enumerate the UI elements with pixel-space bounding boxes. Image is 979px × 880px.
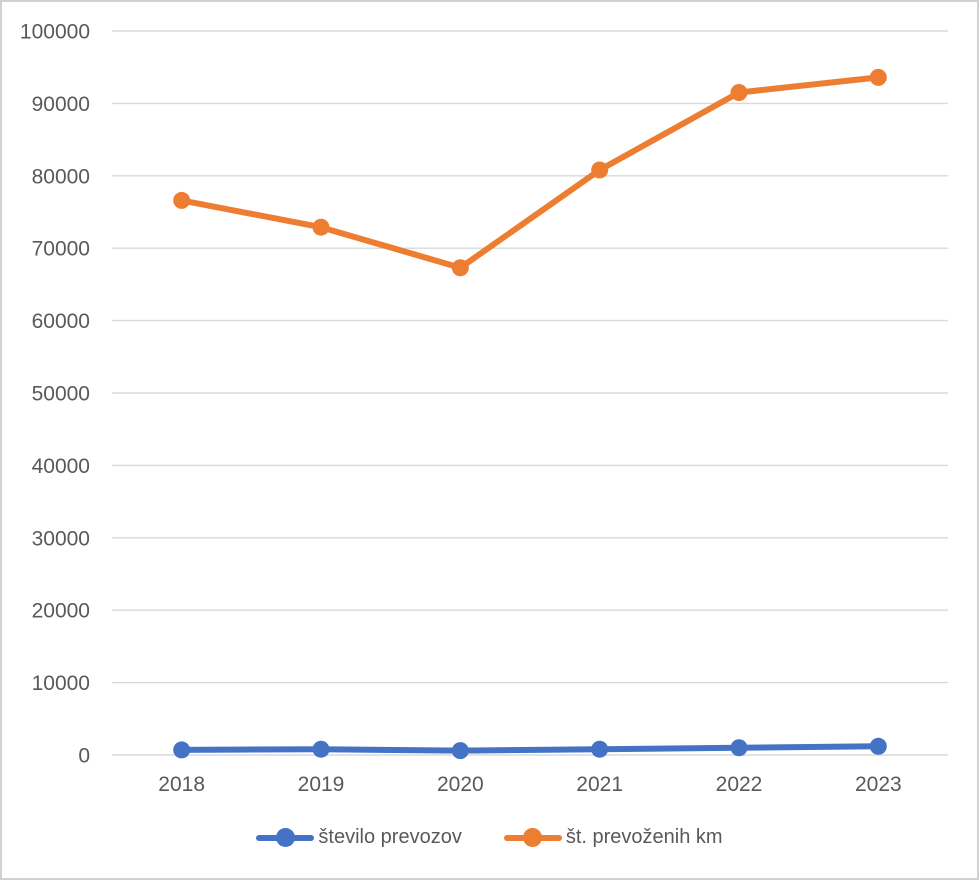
legend-line-marker-icon [256,828,315,848]
x-tick-label: 2023 [855,773,902,796]
y-tick-label: 90000 [32,93,90,116]
y-tick-label: 20000 [32,600,90,623]
series-line [178,743,882,754]
x-tick-label: 2018 [158,773,205,796]
legend-dot-icon [523,828,543,847]
data-point [591,161,609,179]
data-point [451,259,469,277]
data-point [869,68,887,86]
legend-item: število prevozov [256,826,462,849]
legend-item-label: št. prevoženih km [565,826,723,848]
data-point [312,740,330,758]
data-point [173,191,191,209]
legend-item: št. prevoženih km [503,826,723,849]
data-point [451,742,469,760]
x-tick-label: 2020 [437,773,484,796]
legend-line-marker-icon [503,828,562,848]
y-tick-label: 70000 [32,238,90,261]
data-point [312,218,330,236]
y-tick-label: 30000 [32,527,90,550]
data-point [730,84,748,102]
y-tick-label: 80000 [32,165,90,188]
series-line [178,74,882,271]
data-point [591,740,609,758]
series-1 [173,68,887,277]
chart-legend: število prevozov št. prevoženih km [2,826,977,849]
gridlines [112,30,948,756]
y-tick-label: 10000 [32,672,90,695]
x-tick-label: 2021 [576,773,623,796]
y-tick-label: 100000 [20,21,90,44]
y-tick-label: 60000 [32,310,90,333]
y-tick-label: 0 [78,745,90,768]
data-point [730,739,748,757]
y-tick-label: 50000 [32,383,90,406]
x-tick-label: 2022 [716,773,763,796]
y-axis-tick-labels: 0 10000 20000 30000 40000 50000 60000 70000 8000… [20,21,90,768]
y-tick-label: 40000 [32,455,90,478]
legend-dot-icon [275,828,295,847]
legend-item-label: število prevozov [318,826,462,848]
data-point [173,741,191,759]
data-point [869,737,887,755]
series-0 [173,737,887,760]
x-axis-tick-labels: 2018 2019 2020 2021 2022 2023 [158,773,901,796]
x-tick-label: 2019 [298,773,345,796]
